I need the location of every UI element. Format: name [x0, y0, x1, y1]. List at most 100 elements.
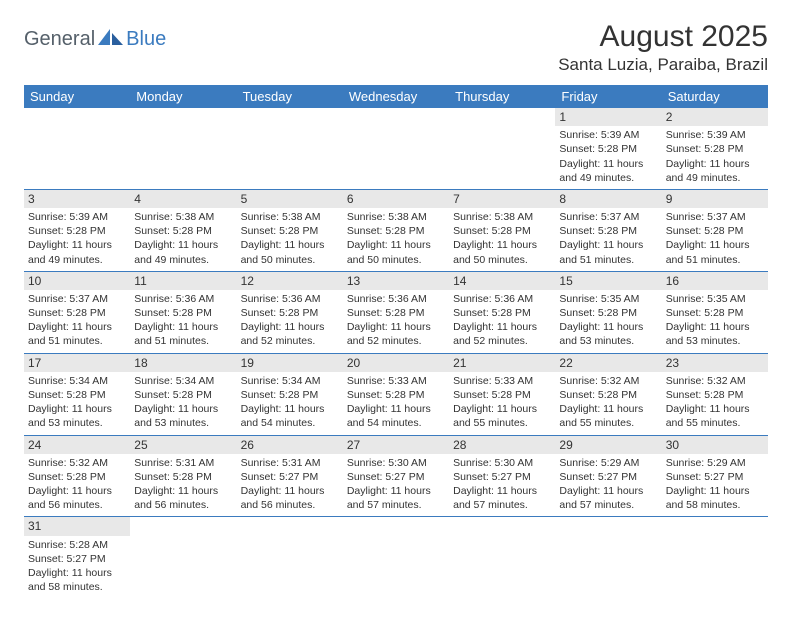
day-number: 12	[237, 272, 343, 290]
calendar-row: 31Sunrise: 5:28 AMSunset: 5:27 PMDayligh…	[24, 517, 768, 598]
sunset-text: Sunset: 5:28 PM	[28, 388, 126, 402]
daylight-text: Daylight: 11 hours and 51 minutes.	[559, 238, 657, 266]
calendar-cell: 9Sunrise: 5:37 AMSunset: 5:28 PMDaylight…	[662, 189, 768, 271]
daylight-text: Daylight: 11 hours and 51 minutes.	[666, 238, 764, 266]
calendar-cell: 31Sunrise: 5:28 AMSunset: 5:27 PMDayligh…	[24, 517, 130, 598]
calendar-cell: 17Sunrise: 5:34 AMSunset: 5:28 PMDayligh…	[24, 353, 130, 435]
calendar-row: 17Sunrise: 5:34 AMSunset: 5:28 PMDayligh…	[24, 353, 768, 435]
day-number-empty	[24, 108, 130, 126]
calendar-cell: 2Sunrise: 5:39 AMSunset: 5:28 PMDaylight…	[662, 108, 768, 189]
sunrise-text: Sunrise: 5:29 AM	[559, 456, 657, 470]
page: General Blue August 2025 Santa Luzia, Pa…	[0, 0, 792, 618]
day-number: 24	[24, 436, 130, 454]
daylight-text: Daylight: 11 hours and 54 minutes.	[347, 402, 445, 430]
calendar-cell	[130, 517, 236, 598]
daylight-text: Daylight: 11 hours and 54 minutes.	[241, 402, 339, 430]
day-details: Sunrise: 5:30 AMSunset: 5:27 PMDaylight:…	[347, 456, 445, 513]
day-number: 31	[24, 517, 130, 535]
day-number: 1	[555, 108, 661, 126]
daylight-text: Daylight: 11 hours and 49 minutes.	[666, 157, 764, 185]
sunrise-text: Sunrise: 5:38 AM	[134, 210, 232, 224]
weekday-header: Saturday	[662, 85, 768, 108]
sunrise-text: Sunrise: 5:30 AM	[347, 456, 445, 470]
sunset-text: Sunset: 5:28 PM	[453, 306, 551, 320]
daylight-text: Daylight: 11 hours and 56 minutes.	[241, 484, 339, 512]
daylight-text: Daylight: 11 hours and 52 minutes.	[347, 320, 445, 348]
day-details: Sunrise: 5:32 AMSunset: 5:28 PMDaylight:…	[28, 456, 126, 513]
calendar-cell: 12 Sunrise: 5:36 AMSunset: 5:28 PMDayligh…	[237, 271, 343, 353]
day-number: 23	[662, 354, 768, 372]
sunrise-text: Sunrise: 5:35 AM	[559, 292, 657, 306]
calendar-cell: 29Sunrise: 5:29 AMSunset: 5:27 PMDayligh…	[555, 435, 661, 517]
calendar-cell	[662, 517, 768, 598]
sunset-text: Sunset: 5:28 PM	[28, 224, 126, 238]
daylight-text: Daylight: 11 hours and 57 minutes.	[453, 484, 551, 512]
day-details: Sunrise: 5:31 AMSunset: 5:28 PMDaylight:…	[134, 456, 232, 513]
daylight-text: Daylight: 11 hours and 50 minutes.	[347, 238, 445, 266]
calendar-cell: 4Sunrise: 5:38 AMSunset: 5:28 PMDaylight…	[130, 189, 236, 271]
month-title: August 2025	[558, 20, 768, 53]
sunrise-text: Sunrise: 5:31 AM	[241, 456, 339, 470]
weekday-header: Wednesday	[343, 85, 449, 108]
day-number: 17	[24, 354, 130, 372]
sunrise-text: Sunrise: 5:32 AM	[559, 374, 657, 388]
day-details: Sunrise: 5:29 AMSunset: 5:27 PMDaylight:…	[666, 456, 764, 513]
day-details: Sunrise: 5:38 AMSunset: 5:28 PMDaylight:…	[241, 210, 339, 267]
day-number: 9	[662, 190, 768, 208]
day-details: Sunrise: 5:35 AMSunset: 5:28 PMDaylight:…	[559, 292, 657, 349]
day-number: 5	[237, 190, 343, 208]
sunset-text: Sunset: 5:27 PM	[241, 470, 339, 484]
sunset-text: Sunset: 5:28 PM	[559, 142, 657, 156]
day-details: Sunrise: 5:32 AMSunset: 5:28 PMDaylight:…	[666, 374, 764, 431]
calendar-cell	[130, 108, 236, 189]
sunrise-text: Sunrise: 5:36 AM	[347, 292, 445, 306]
sunset-text: Sunset: 5:28 PM	[559, 388, 657, 402]
daylight-text: Daylight: 11 hours and 58 minutes.	[28, 566, 126, 594]
sunrise-text: Sunrise: 5:37 AM	[666, 210, 764, 224]
day-number: 27	[343, 436, 449, 454]
calendar-cell	[449, 108, 555, 189]
daylight-text: Daylight: 11 hours and 53 minutes.	[666, 320, 764, 348]
day-details: Sunrise: 5:37 AMSunset: 5:28 PMDaylight:…	[559, 210, 657, 267]
sunset-text: Sunset: 5:28 PM	[347, 224, 445, 238]
calendar-cell: 10Sunrise: 5:37 AMSunset: 5:28 PMDayligh…	[24, 271, 130, 353]
day-number: 13	[343, 272, 449, 290]
day-details: Sunrise: 5:39 AMSunset: 5:28 PMDaylight:…	[559, 128, 657, 185]
day-details: Sunrise: 5:31 AMSunset: 5:27 PMDaylight:…	[241, 456, 339, 513]
day-number: 16	[662, 272, 768, 290]
calendar-cell	[343, 517, 449, 598]
daylight-text: Daylight: 11 hours and 50 minutes.	[241, 238, 339, 266]
sunset-text: Sunset: 5:28 PM	[241, 224, 339, 238]
calendar-cell: 25Sunrise: 5:31 AMSunset: 5:28 PMDayligh…	[130, 435, 236, 517]
day-number: 2	[662, 108, 768, 126]
sunrise-text: Sunrise: 5:36 AM	[453, 292, 551, 306]
daylight-text: Daylight: 11 hours and 52 minutes.	[241, 320, 339, 348]
calendar-cell	[237, 108, 343, 189]
day-number: 26	[237, 436, 343, 454]
daylight-text: Daylight: 11 hours and 51 minutes.	[28, 320, 126, 348]
calendar-cell: 5 Sunrise: 5:38 AMSunset: 5:28 PMDaylight…	[237, 189, 343, 271]
day-number-empty	[343, 108, 449, 126]
sunrise-text: Sunrise: 5:32 AM	[28, 456, 126, 470]
day-details: Sunrise: 5:36 AMSunset: 5:28 PMDaylight:…	[241, 292, 339, 349]
sunset-text: Sunset: 5:27 PM	[28, 552, 126, 566]
sunrise-text: Sunrise: 5:34 AM	[134, 374, 232, 388]
sunrise-text: Sunrise: 5:39 AM	[559, 128, 657, 142]
calendar-cell: 16Sunrise: 5:35 AMSunset: 5:28 PMDayligh…	[662, 271, 768, 353]
daylight-text: Daylight: 11 hours and 55 minutes.	[666, 402, 764, 430]
day-details: Sunrise: 5:34 AMSunset: 5:28 PMDaylight:…	[134, 374, 232, 431]
weekday-header: Thursday	[449, 85, 555, 108]
calendar-cell: 27 Sunrise: 5:30 AMSunset: 5:27 PMDayligh…	[343, 435, 449, 517]
daylight-text: Daylight: 11 hours and 55 minutes.	[559, 402, 657, 430]
calendar-cell: 22Sunrise: 5:32 AMSunset: 5:28 PMDayligh…	[555, 353, 661, 435]
calendar-cell	[343, 108, 449, 189]
sunrise-text: Sunrise: 5:35 AM	[666, 292, 764, 306]
sunset-text: Sunset: 5:28 PM	[134, 224, 232, 238]
sunset-text: Sunset: 5:28 PM	[666, 142, 764, 156]
title-block: August 2025 Santa Luzia, Paraiba, Brazil	[558, 20, 768, 75]
sunset-text: Sunset: 5:28 PM	[666, 388, 764, 402]
daylight-text: Daylight: 11 hours and 56 minutes.	[134, 484, 232, 512]
sunrise-text: Sunrise: 5:31 AM	[134, 456, 232, 470]
daylight-text: Daylight: 11 hours and 58 minutes.	[666, 484, 764, 512]
sunrise-text: Sunrise: 5:29 AM	[666, 456, 764, 470]
